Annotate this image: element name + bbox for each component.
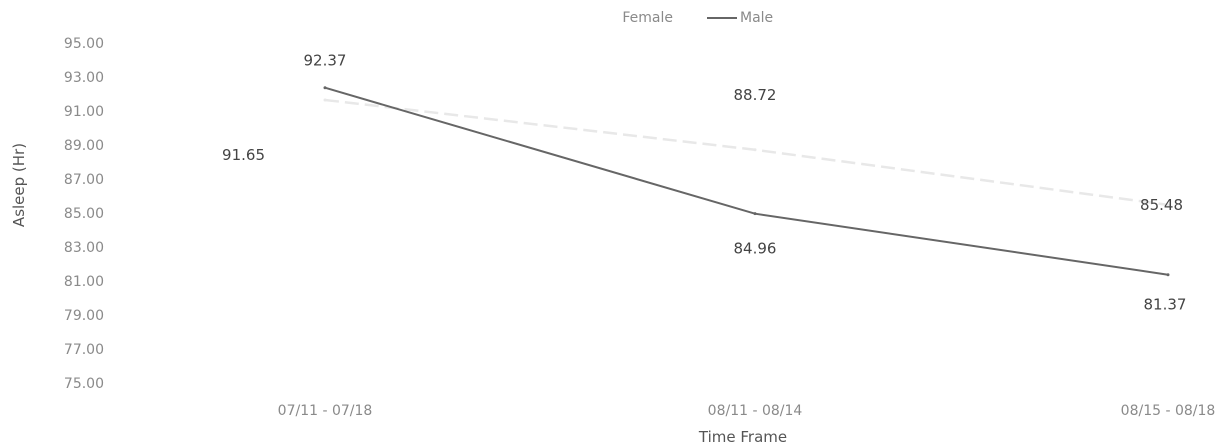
x-axis: 07/11 - 07/18 08/11 - 08/14 08/15 - 08/18 [278, 403, 1216, 419]
data-point-male [753, 212, 757, 216]
data-point-male [323, 86, 327, 90]
y-tick-label: 89.00 [64, 138, 104, 154]
data-point-female [323, 98, 327, 102]
series-layer [323, 86, 1170, 277]
data-point-female [753, 148, 757, 152]
y-tick-label: 91.00 [64, 104, 104, 120]
y-tick-label: 87.00 [64, 172, 104, 188]
data-point-male [1166, 273, 1170, 277]
data-label-female: 85.48 [1140, 196, 1183, 214]
x-axis-title: Time Frame [698, 428, 787, 446]
y-tick-label: 93.00 [64, 70, 104, 86]
y-tick-label: 75.00 [64, 376, 104, 392]
y-tick-label: 77.00 [64, 342, 104, 358]
data-point-female [1166, 203, 1170, 207]
data-label-male: 81.37 [1144, 296, 1187, 314]
x-tick-label: 08/11 - 08/14 [708, 403, 803, 419]
x-tick-label: 08/15 - 08/18 [1121, 403, 1216, 419]
y-axis-title: Asleep (Hr) [10, 143, 28, 227]
data-label-female: 88.72 [734, 86, 777, 104]
y-tick-label: 95.00 [64, 36, 104, 52]
data-label-male: 92.37 [304, 52, 347, 70]
y-tick-label: 85.00 [64, 206, 104, 222]
data-labels: 91.65 88.72 85.48 92.37 84.96 81.37 [222, 52, 1186, 314]
data-label-female: 91.65 [222, 146, 265, 164]
x-tick-label: 07/11 - 07/18 [278, 403, 373, 419]
legend-label-male: Male [740, 10, 773, 26]
series-line-female [324, 98, 1169, 207]
y-axis: 75.00 77.00 79.00 81.00 83.00 85.00 87.00 89.00… [64, 36, 104, 392]
y-tick-label: 81.00 [64, 274, 104, 290]
y-tick-label: 79.00 [64, 308, 104, 324]
data-label-male: 84.96 [734, 240, 777, 258]
legend-label-female: Female [622, 10, 673, 26]
legend: Female Male [622, 10, 773, 26]
y-tick-label: 83.00 [64, 240, 104, 256]
